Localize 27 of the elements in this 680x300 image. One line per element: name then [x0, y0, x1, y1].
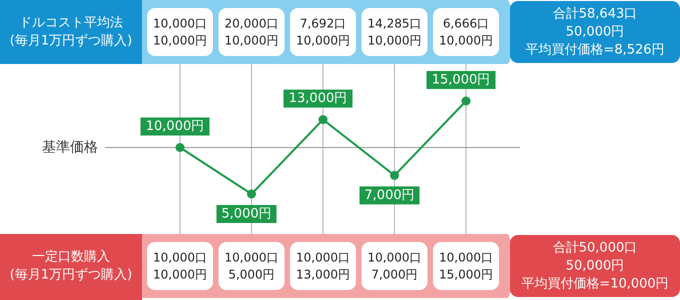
point: [318, 115, 328, 124]
text: 6,666口 10,000円: [439, 16, 493, 48]
text: 10,000口 13,000円: [296, 250, 350, 282]
text: 合計50,000口 50,000円: [552, 240, 638, 274]
data-label: 13,000円: [288, 91, 348, 106]
text: 合計58,643口 50,000円: [552, 6, 638, 40]
text: 20,000口 10,000円: [224, 16, 278, 48]
text: 10,000口 7,000円: [368, 250, 422, 282]
text: 10,000口 5,000円: [224, 250, 278, 282]
text: 平均買付価格=8,526円: [525, 42, 665, 58]
ref-line-label: 基準価格: [42, 140, 98, 156]
text: 一定口数購入 (毎月1万円ずつ購入): [10, 250, 132, 282]
point: [176, 143, 184, 152]
point: [247, 190, 256, 198]
text: 14,285口 10,000円: [368, 16, 422, 48]
text: ドルコスト平均法 (毎月1万円ずつ購入): [10, 16, 132, 48]
data-label: 5,000円: [221, 206, 272, 222]
point: [390, 170, 399, 180]
data-label: 10,000円: [146, 119, 204, 134]
data-label: 7,000円: [364, 188, 415, 203]
text: 7,692口 10,000円: [296, 16, 350, 48]
text: 10,000口 10,000円: [153, 250, 207, 282]
text: 平均買付価格=10,000円: [521, 276, 669, 292]
text: 10,000口 10,000円: [153, 16, 207, 48]
data-label: 15,000円: [432, 72, 490, 88]
text: 10,000口 15,000円: [439, 250, 493, 282]
point: [462, 96, 470, 106]
